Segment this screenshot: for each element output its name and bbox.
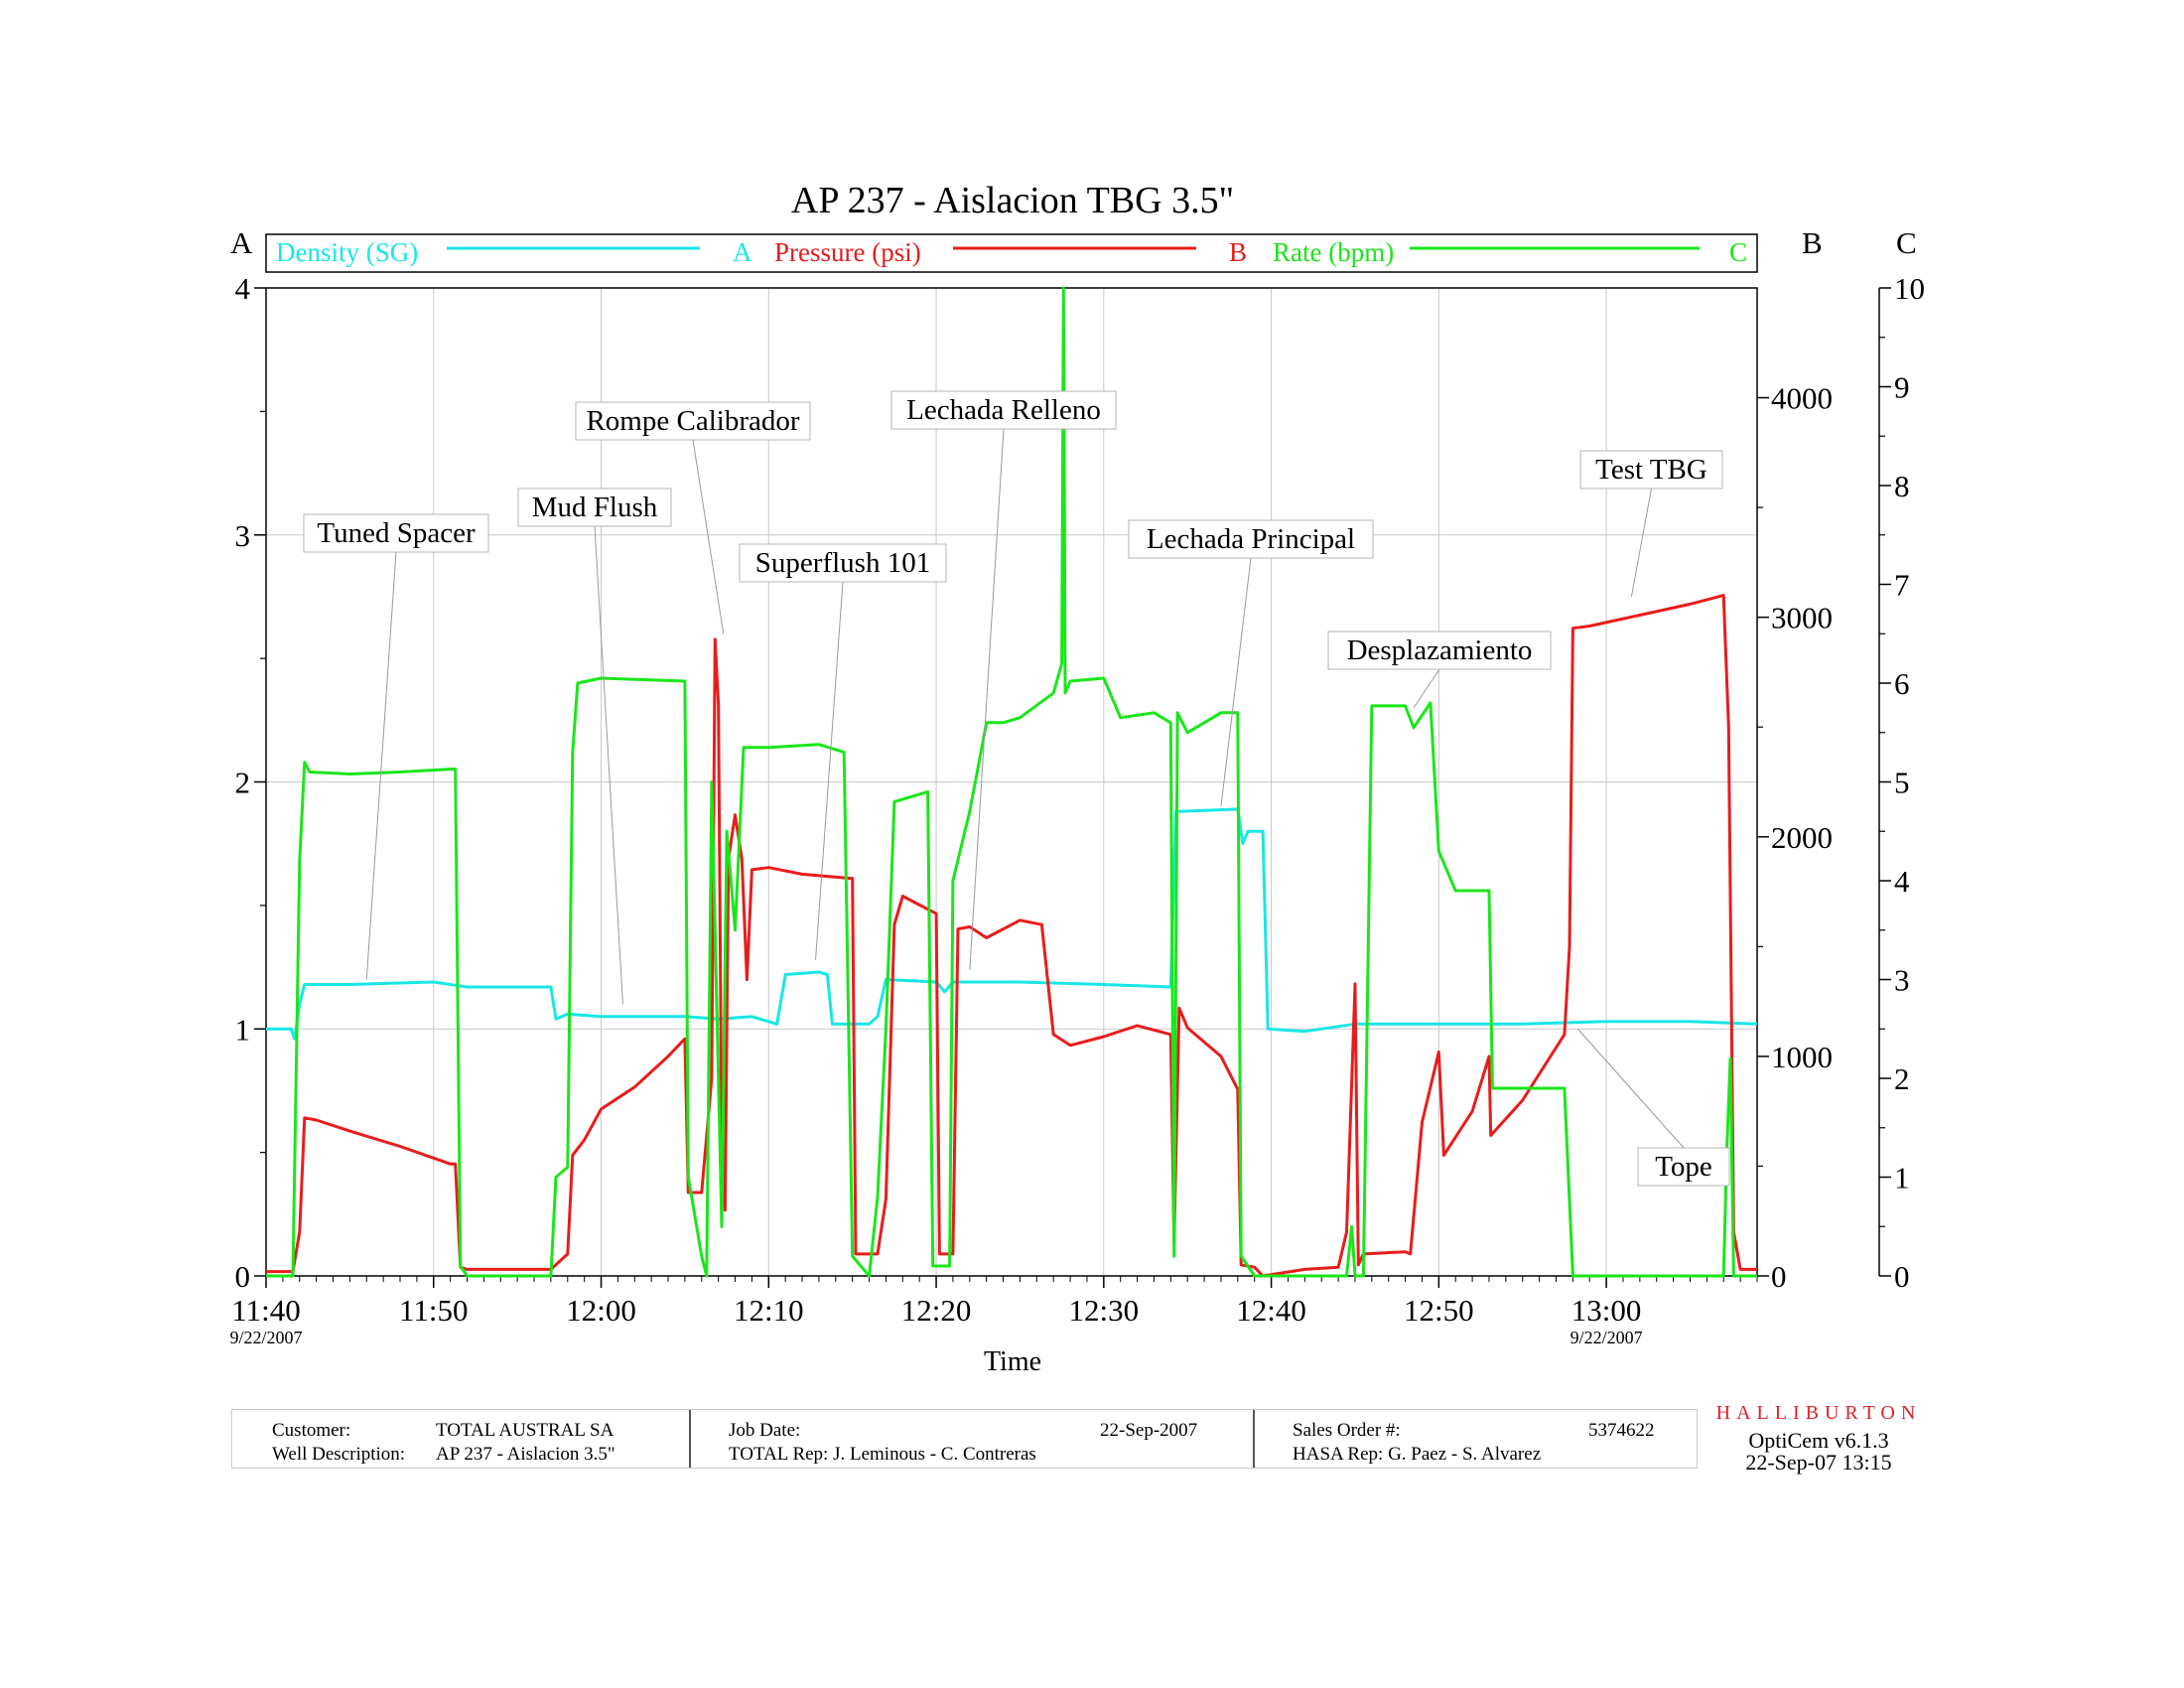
annotation-leader-line [1413, 668, 1440, 709]
footer-sales-column: Sales Order #: 5374622 HASA Rep: G. Paez… [1253, 1410, 1699, 1468]
axis-x-tick-label: 12:30 [1069, 1293, 1140, 1328]
legend-density-axis: A [733, 237, 752, 267]
axis-a-tick-label: 1 [235, 1012, 251, 1047]
axis-c-tick-label: 10 [1894, 271, 1925, 306]
axis-x-date-label: 9/22/2007 [229, 1328, 302, 1347]
job-date-value: 22-Sep-2007 [1100, 1420, 1198, 1441]
axis-c-tick-label: 0 [1894, 1259, 1910, 1294]
axis-b-tick-label: 3000 [1771, 601, 1833, 635]
annotation-leader-line [594, 525, 623, 1005]
axis-c: 0 1 2 3 4 5 6 7 8 9 10 [1879, 271, 1925, 1294]
axis-a-tick-label: 2 [235, 766, 251, 800]
customer-label: Customer: [272, 1420, 351, 1441]
software-version: OptiCem v6.1.3 [1748, 1428, 1889, 1453]
axis-x-tick-label: 12:40 [1236, 1293, 1306, 1328]
axis-x-tick-label: 11:40 [231, 1293, 300, 1328]
axis-a-label: A [230, 225, 253, 260]
axis-b-tick-label: 4000 [1771, 381, 1833, 416]
axis-a-tick-label: 4 [235, 271, 251, 306]
annotation-label: Rompe Calibrador [586, 405, 799, 437]
legend: Density (SG) A Pressure (psi) B Rate (bp… [265, 233, 1758, 273]
chart-title: AP 237 - Aislacion TBG 3.5" [791, 180, 1234, 221]
annotation-leader-line [365, 551, 397, 980]
annotation-label: Tope [1655, 1151, 1712, 1183]
annotation-label: Lechada Relleno [906, 394, 1101, 426]
annotation-label: Tuned Spacer [317, 517, 476, 549]
annotation-leader-line [1630, 488, 1652, 598]
x-axis-title: Time [984, 1346, 1041, 1377]
well-label: Well Description: [272, 1444, 406, 1465]
axis-b: 0 1000 2000 3000 4000 [1757, 381, 1833, 1294]
footer-job-column: Job Date: 22-Sep-2007 TOTAL Rep: J. Lemi… [689, 1410, 1255, 1468]
annotation-leader-line [969, 428, 1005, 970]
axis-x-tick-label: 13:00 [1571, 1293, 1642, 1328]
annotation-box [1637, 1147, 1730, 1187]
axis-a-tick-label: 0 [235, 1259, 251, 1294]
halliburton-logo: HALLIBURTON [1715, 1402, 1922, 1424]
axis-c-tick-label: 1 [1894, 1161, 1910, 1196]
axis-c-tick-label: 6 [1894, 666, 1910, 701]
axis-x-tick-label: 12:00 [566, 1293, 636, 1328]
annotation-leader-line [692, 439, 725, 634]
annotation-box [303, 513, 489, 553]
annotation-box [517, 488, 672, 527]
legend-pressure-label: Pressure (psi) [774, 237, 921, 267]
axis-c-tick-label: 9 [1894, 370, 1910, 405]
density-series-line [266, 807, 1758, 1041]
legend-pressure-axis: B [1229, 237, 1247, 267]
axis-b-tick-label: 2000 [1771, 820, 1833, 855]
total-rep: TOTAL Rep: J. Leminous - C. Contreras [729, 1444, 1036, 1465]
rate-series-line [266, 286, 1757, 1278]
job-info-footer: Customer: TOTAL AUSTRAL SA Well Descript… [231, 1409, 1698, 1469]
axis-a: 0 1 2 3 4 [235, 271, 266, 1294]
axis-b-label: B [1802, 225, 1823, 260]
axis-c-tick-label: 5 [1894, 766, 1910, 800]
legend-rate-label: Rate (bpm) [1273, 237, 1394, 267]
axis-x: 11:40 11:50 12:00 12:10 12:20 12:30 12:40 12:50… [229, 1276, 1758, 1347]
axis-c-tick-label: 3 [1894, 963, 1910, 998]
annotation-leader-line [815, 581, 844, 960]
grid [265, 287, 1757, 1277]
sales-order-value: 5374622 [1588, 1420, 1655, 1441]
annotation-label: Desplazamiento [1347, 634, 1533, 666]
annotation-leader-line [1577, 1028, 1685, 1149]
axis-c-tick-label: 7 [1894, 568, 1910, 603]
axis-c-tick-label: 2 [1894, 1061, 1910, 1096]
axis-x-tick-label: 12:10 [734, 1293, 804, 1328]
axis-b-tick-label: 1000 [1771, 1040, 1833, 1074]
sales-order-label: Sales Order #: [1293, 1420, 1401, 1441]
job-date-label: Job Date: [729, 1420, 801, 1441]
legend-rate-axis: C [1729, 237, 1747, 267]
footer-customer-column: Customer: TOTAL AUSTRAL SA Well Descript… [232, 1410, 689, 1468]
pressure-series-line [266, 594, 1757, 1278]
annotation-box [1327, 631, 1552, 670]
annotation-box [1128, 519, 1374, 559]
axis-x-date-label: 9/22/2007 [1570, 1328, 1643, 1347]
annotation-box [890, 390, 1117, 430]
print-timestamp: 22-Sep-07 13:15 [1745, 1450, 1892, 1475]
annotation-box [739, 543, 947, 583]
hasa-rep: HASA Rep: G. Paez - S. Alvarez [1293, 1444, 1542, 1465]
annotation-label: Superflush 101 [755, 547, 930, 579]
annotations: Tuned Spacer Mud Flush Rompe Calibrador Sup… [303, 390, 1730, 1187]
annotation-box [1579, 450, 1723, 490]
annotation-box [575, 401, 811, 441]
annotation-label: Mud Flush [532, 492, 658, 523]
legend-density-label: Density (SG) [276, 237, 418, 267]
axis-a-tick-label: 3 [235, 518, 251, 553]
annotation-label: Lechada Principal [1147, 523, 1355, 555]
annotation-label: Test TBG [1595, 454, 1707, 486]
annotation-leader-line [1220, 557, 1252, 807]
series-layer [266, 286, 1758, 1278]
axis-x-tick-label: 12:20 [901, 1293, 972, 1328]
axis-c-label: C [1896, 225, 1917, 260]
axis-c-tick-label: 8 [1894, 469, 1910, 503]
customer-value: TOTAL AUSTRAL SA [436, 1420, 614, 1441]
axis-c-tick-label: 4 [1894, 864, 1910, 899]
axis-b-tick-label: 0 [1771, 1259, 1787, 1294]
well-value: AP 237 - Aislacion 3.5" [436, 1444, 615, 1465]
axis-x-tick-label: 11:50 [399, 1293, 468, 1328]
axis-x-tick-label: 12:50 [1404, 1293, 1474, 1328]
